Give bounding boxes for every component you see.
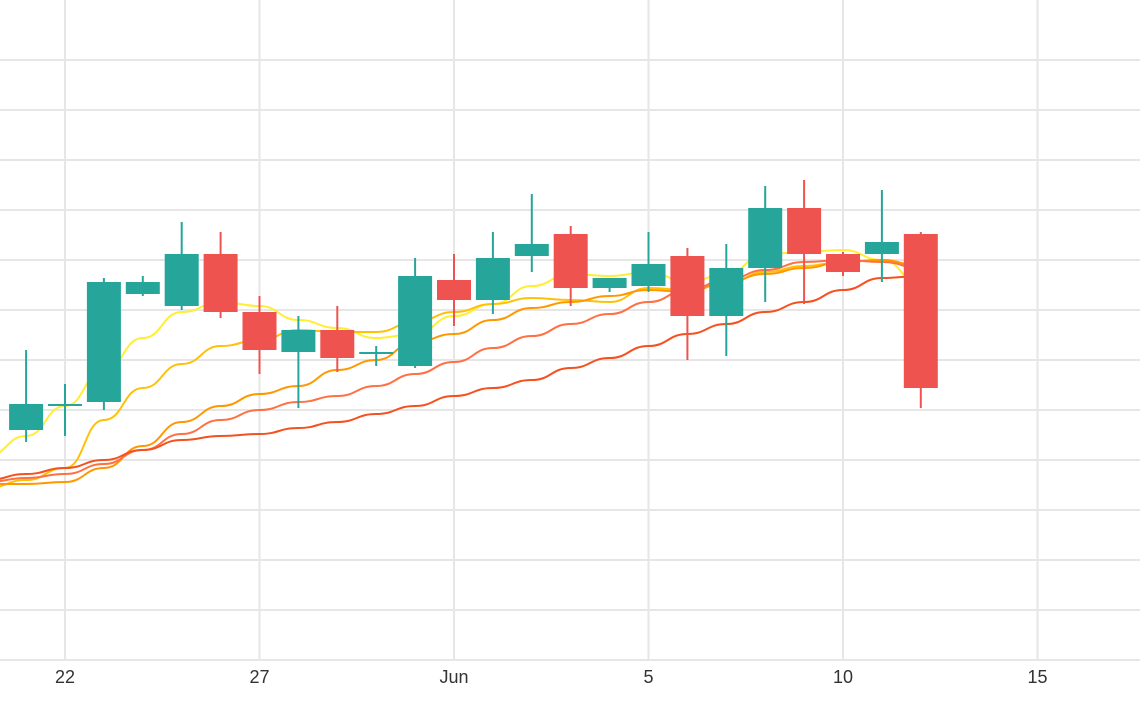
candle-body xyxy=(826,254,860,272)
candle-body xyxy=(48,404,82,406)
candle-body xyxy=(242,312,277,350)
candle-body xyxy=(398,276,433,366)
candle-up xyxy=(475,232,510,314)
candle-down xyxy=(903,232,938,408)
candle-body xyxy=(864,242,899,254)
candle-body xyxy=(359,352,394,354)
candle-body xyxy=(203,254,238,312)
horizontal-gridlines xyxy=(0,59,1140,661)
candle-down xyxy=(242,296,277,374)
candle-up xyxy=(631,232,666,292)
candle-up xyxy=(125,276,160,296)
candle-body xyxy=(9,404,44,430)
x-tick-label: 10 xyxy=(833,667,853,687)
candle-up xyxy=(709,244,744,356)
candle-down xyxy=(670,248,705,360)
candle-body xyxy=(592,278,627,288)
candles xyxy=(9,180,938,442)
candle-up xyxy=(748,186,783,302)
candle-body xyxy=(281,330,316,352)
candle-body xyxy=(670,256,705,316)
candle-body xyxy=(514,244,549,256)
x-tick-label: 5 xyxy=(643,667,653,687)
x-tick-label: Jun xyxy=(439,667,468,687)
candle-body xyxy=(631,264,666,286)
candle-down xyxy=(787,180,822,304)
candle-down xyxy=(826,252,860,276)
moving-average-line-5 xyxy=(0,275,921,480)
candle-body xyxy=(437,280,471,300)
candle-down xyxy=(320,306,355,372)
candle-up xyxy=(164,222,199,310)
candle-body xyxy=(748,208,783,268)
candle-up xyxy=(864,190,899,282)
candle-up xyxy=(9,350,44,442)
candle-down xyxy=(553,226,588,306)
candle-up xyxy=(48,384,82,436)
candle-body xyxy=(164,254,199,306)
candle-up xyxy=(86,278,121,410)
vertical-gridlines xyxy=(64,0,1039,660)
candle-up xyxy=(514,194,549,272)
candle-down xyxy=(203,232,238,318)
candle-body xyxy=(903,234,938,388)
candle-down xyxy=(437,254,471,326)
candle-body xyxy=(553,234,588,288)
candle-body xyxy=(787,208,822,254)
candle-up xyxy=(592,278,627,292)
x-tick-label: 22 xyxy=(55,667,75,687)
x-tick-label: 27 xyxy=(249,667,269,687)
candle-up xyxy=(398,258,433,368)
candle-body xyxy=(86,282,121,402)
x-axis-tick-labels: 22 27 Jun 5 10 15 xyxy=(55,667,1048,687)
x-tick-label: 15 xyxy=(1027,667,1047,687)
candle-body xyxy=(475,258,510,300)
candle-up xyxy=(359,346,394,366)
candle-body xyxy=(320,330,355,358)
candle-body xyxy=(709,268,744,316)
candle-up xyxy=(281,316,316,408)
candle-body xyxy=(125,282,160,294)
